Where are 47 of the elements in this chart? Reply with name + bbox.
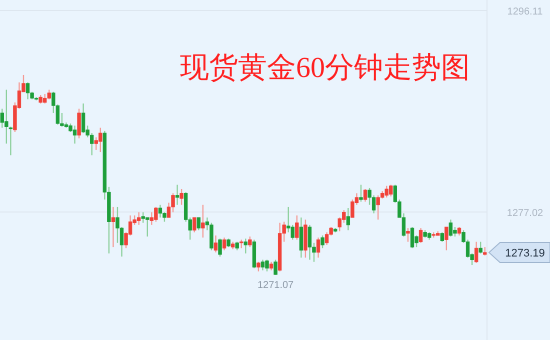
candlestick (218, 238, 222, 258)
candlestick (222, 236, 226, 251)
candlestick (299, 216, 304, 258)
candlestick (175, 184, 180, 206)
candlestick (359, 184, 363, 202)
candlestick (26, 82, 30, 100)
candlestick (260, 259, 265, 271)
candlestick (111, 206, 116, 248)
annotation: 1271.07 (257, 280, 294, 291)
candlestick (196, 216, 200, 231)
candlestick (150, 212, 154, 226)
candlestick (410, 226, 414, 249)
ytick: 1277.02 (506, 208, 544, 220)
candlestick (201, 204, 205, 238)
candlestick (81, 102, 86, 134)
candlestick (180, 188, 184, 206)
candlestick (444, 226, 448, 251)
candlestick (320, 234, 324, 249)
candlestick (346, 207, 350, 231)
candlestick (363, 188, 368, 202)
candlestick (214, 234, 218, 253)
candlestick (406, 227, 410, 242)
candlestick (265, 259, 269, 272)
candlestick (244, 238, 248, 254)
candlestick (418, 227, 423, 244)
title: 现货黄金60分钟走势图 (180, 52, 470, 84)
candlestick (90, 132, 94, 156)
annotation: 1273.19 (505, 247, 545, 260)
ytick: 1296.11 (507, 6, 543, 18)
candlestick (440, 232, 444, 242)
candlestick (47, 89, 51, 100)
candlestick (77, 108, 81, 139)
candlestick (274, 259, 278, 276)
candlestick (295, 214, 299, 240)
candlestick (308, 224, 312, 260)
candlestick (448, 219, 453, 238)
candlestick (453, 226, 457, 238)
candlestick (478, 241, 482, 254)
candlestick (316, 236, 320, 258)
candlestick (158, 204, 162, 218)
candlestick (474, 241, 478, 264)
candlestick (324, 232, 329, 246)
candlestick (256, 261, 260, 272)
candlestick (192, 216, 196, 233)
candlestick (72, 125, 77, 144)
candlestick (248, 236, 252, 248)
candlestick (136, 212, 141, 226)
